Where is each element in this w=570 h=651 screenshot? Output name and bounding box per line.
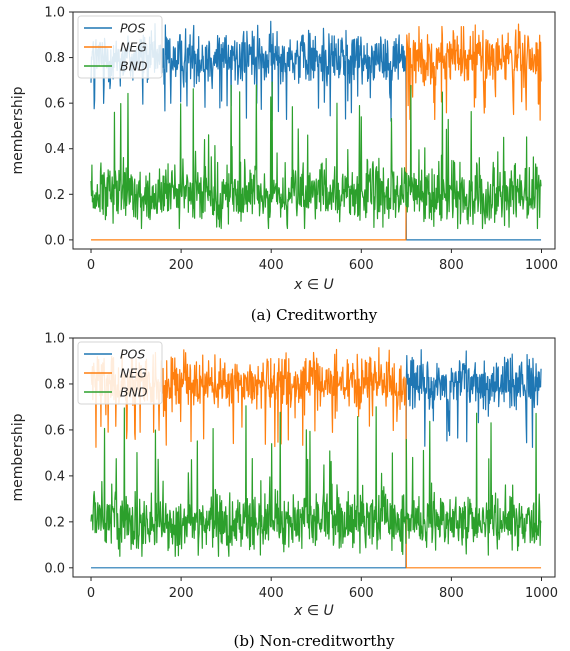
legend-label-bnd: BND xyxy=(120,385,148,400)
legend-label-pos: POS xyxy=(120,347,145,362)
series-line-neg xyxy=(90,347,542,569)
y-tick-label: 1.0 xyxy=(44,6,65,21)
y-tick-label: 0.8 xyxy=(44,377,65,392)
legend-label-pos: POS xyxy=(120,21,145,36)
legend-label-neg: NEG xyxy=(120,366,147,381)
x-tick-label: 800 xyxy=(439,258,464,273)
x-tick-label: 1000 xyxy=(525,586,558,601)
legend-box xyxy=(77,341,163,405)
y-tick-label: 0.2 xyxy=(44,515,65,530)
y-tick-label: 0.4 xyxy=(44,142,65,157)
series-lines xyxy=(90,347,542,569)
y-tick-label: 0.6 xyxy=(44,423,65,438)
figure-caption: (b) Non-creditworthy xyxy=(233,632,395,650)
legend: POS NEG BND xyxy=(77,341,163,405)
x-tick-label: 200 xyxy=(169,586,194,601)
x-tick-label: 800 xyxy=(439,586,464,601)
series-line-bnd xyxy=(90,81,542,230)
legend-label-neg: NEG xyxy=(120,40,147,55)
series-line-bnd xyxy=(90,405,542,557)
x-tick-label: 600 xyxy=(349,258,374,273)
chart-panel-creditworthy: 0 200 400 600 800 1000 0.0 0.2 0.4 0.6 0.8 1.0 POS… xyxy=(10,6,558,325)
x-tick-label: 0 xyxy=(87,586,95,601)
y-axis-label: membership xyxy=(10,86,26,174)
series-line-neg xyxy=(90,23,542,241)
y-tick-label: 0.0 xyxy=(44,561,65,576)
x-tick-label: 400 xyxy=(259,586,284,601)
y-tick-label: 1.0 xyxy=(44,332,65,347)
x-axis-label: x ∈ U xyxy=(293,277,334,293)
x-axis-ticks: 0 200 400 600 800 1000 xyxy=(87,249,558,273)
series-line-pos xyxy=(90,20,542,241)
x-tick-label: 1000 xyxy=(525,258,558,273)
y-tick-label: 0.8 xyxy=(44,51,65,66)
legend-label-bnd: BND xyxy=(120,59,148,74)
chart-panel-non-creditworthy: 0 200 400 600 800 1000 0.0 0.2 0.4 0.6 0.8 1.0 POS… xyxy=(10,332,558,651)
y-tick-label: 0.2 xyxy=(44,188,65,203)
legend-box xyxy=(77,15,163,79)
x-tick-label: 200 xyxy=(169,258,194,273)
y-axis-label: membership xyxy=(10,413,26,501)
x-tick-label: 0 xyxy=(87,258,95,273)
x-tick-label: 600 xyxy=(349,586,374,601)
legend: POS NEG BND xyxy=(77,15,163,79)
x-axis-label: x ∈ U xyxy=(293,603,334,619)
y-axis-ticks: 0.0 0.2 0.4 0.6 0.8 1.0 xyxy=(44,332,73,576)
y-tick-label: 0.4 xyxy=(44,469,65,484)
y-tick-label: 0.6 xyxy=(44,97,65,112)
y-tick-label: 0.0 xyxy=(44,233,65,248)
x-axis-ticks: 0 200 400 600 800 1000 xyxy=(87,577,558,601)
x-tick-label: 400 xyxy=(259,258,284,273)
y-axis-ticks: 0.0 0.2 0.4 0.6 0.8 1.0 xyxy=(44,6,73,248)
series-lines xyxy=(90,20,542,241)
figure-caption: (a) Creditworthy xyxy=(251,306,378,324)
series-line-pos xyxy=(90,349,542,569)
